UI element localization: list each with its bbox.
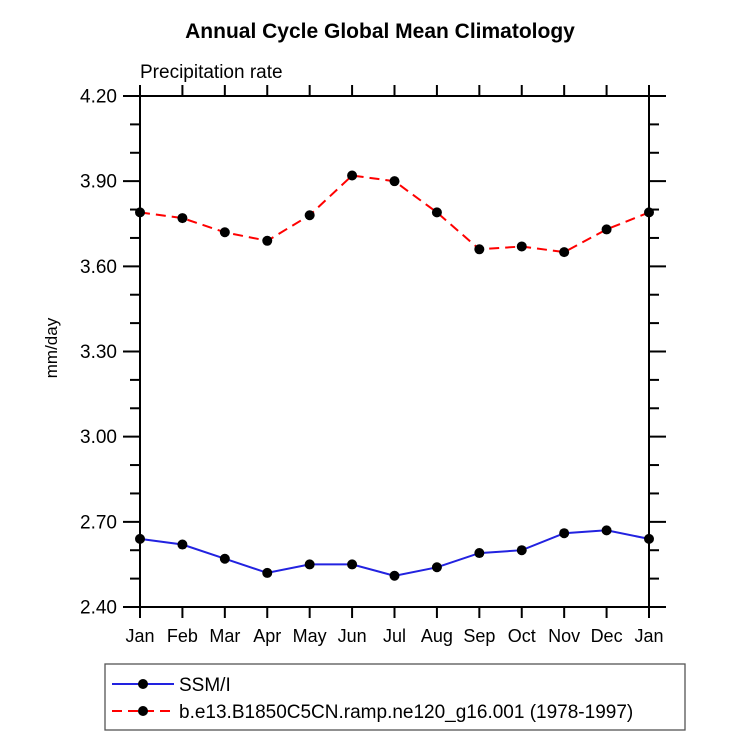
legend-marker-circle bbox=[138, 706, 148, 716]
x-axis-tick-label: Dec bbox=[591, 626, 623, 646]
legend-box bbox=[104, 663, 686, 731]
chart-title: Annual Cycle Global Mean Climatology bbox=[185, 20, 575, 43]
x-axis-tick-label: Sep bbox=[463, 626, 495, 646]
x-axis-tick-label: Jan bbox=[634, 626, 663, 646]
y-axis-tick-label: 2.40 bbox=[80, 598, 117, 619]
ssmi-data-point bbox=[135, 533, 145, 544]
y-axis-label: mm/day bbox=[42, 317, 61, 378]
model-data-point bbox=[389, 176, 400, 187]
model-data-point bbox=[304, 210, 315, 221]
y-axis-tick-label: 2.70 bbox=[80, 512, 117, 533]
model-data-point bbox=[601, 224, 612, 235]
model-data-point bbox=[644, 207, 654, 218]
y-axis-tick-label: 4.20 bbox=[80, 87, 117, 108]
y-axis-tick-label: 3.00 bbox=[80, 427, 117, 448]
legend-marker-circle bbox=[138, 679, 148, 689]
y-axis-tick-label: 3.30 bbox=[80, 342, 117, 363]
legend-item-ssmi: SSM/I bbox=[112, 675, 231, 696]
x-axis-tick-label: Oct bbox=[508, 626, 536, 646]
x-axis-tick-label: Mar bbox=[209, 626, 240, 646]
model-data-point bbox=[219, 227, 230, 238]
model-data-point bbox=[177, 213, 188, 224]
ssmi-data-point bbox=[431, 562, 442, 573]
x-axis-tick-label: Nov bbox=[548, 626, 580, 646]
x-axis-tick-label: Jul bbox=[383, 626, 406, 646]
model-data-point bbox=[559, 247, 570, 258]
plot-frame bbox=[139, 95, 650, 608]
model-line bbox=[139, 174, 650, 254]
x-axis-tick-label: May bbox=[293, 626, 327, 646]
ssmi-data-point bbox=[347, 559, 358, 570]
x-axis-tick-label: Jan bbox=[125, 626, 154, 646]
ssmi-data-point bbox=[644, 533, 654, 544]
ssmi-data-point bbox=[559, 528, 570, 539]
ssmi-data-point bbox=[516, 545, 527, 556]
ssmi-data-point bbox=[219, 553, 230, 564]
chart-titles: Annual Cycle Global Mean Climatology Pre… bbox=[42, 20, 575, 378]
ssmi-data-point bbox=[474, 548, 485, 559]
ssmi-data-point bbox=[389, 570, 400, 581]
ssmi-data-point bbox=[177, 539, 188, 550]
model-data-point bbox=[474, 244, 485, 255]
model-data-point bbox=[347, 170, 358, 181]
y-axis-tick-label: 3.60 bbox=[80, 257, 117, 278]
model-data-point bbox=[135, 207, 145, 218]
legend-label-model: b.e13.B1850C5CN.ramp.ne120_g16.001 (1978… bbox=[179, 702, 633, 723]
chart-subtitle: Precipitation rate bbox=[140, 62, 283, 83]
legend-label-ssmi: SSM/I bbox=[179, 675, 231, 696]
legend: SSM/I b.e13.B1850C5CN.ramp.ne120_g16.001… bbox=[104, 663, 686, 731]
x-axis-tick-label: Feb bbox=[167, 626, 198, 646]
data-series bbox=[135, 170, 654, 581]
model-data-point bbox=[262, 235, 273, 246]
model-data-point bbox=[516, 241, 527, 252]
y-axis-tick-label: 3.90 bbox=[80, 172, 117, 193]
model-data-point bbox=[431, 207, 442, 218]
x-axis-tick-label: Aug bbox=[421, 626, 453, 646]
ssmi-data-point bbox=[304, 559, 315, 570]
ssmi-data-point bbox=[601, 525, 612, 536]
x-axis-tick-label: Apr bbox=[253, 626, 281, 646]
ssmi-data-point bbox=[262, 567, 273, 578]
axes: 4.20 3.90 3.60 3.30 3.00 2.70 2.40 Jan Feb Mar Apr… bbox=[80, 85, 666, 646]
x-axis-tick-label: Jun bbox=[338, 626, 367, 646]
ssmi-line bbox=[139, 529, 650, 577]
legend-item-model: b.e13.B1850C5CN.ramp.ne120_g16.001 (1978… bbox=[112, 702, 633, 723]
